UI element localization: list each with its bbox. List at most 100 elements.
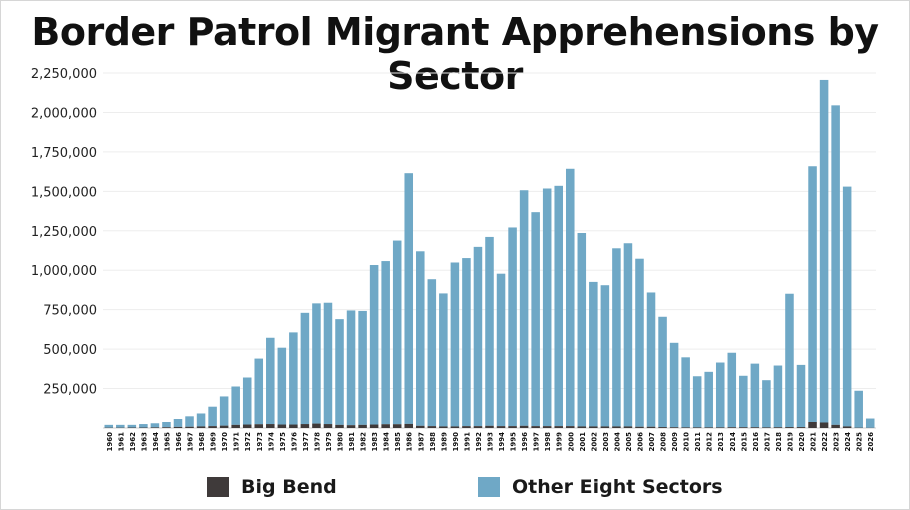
bar-other-eight-sectors (462, 258, 471, 427)
bar-other-eight-sectors (358, 310, 367, 425)
bar-big-bend (842, 426, 852, 428)
bar-big-bend (392, 424, 402, 428)
bar-other-eight-sectors (185, 416, 194, 427)
legend-swatch-other-eight-sectors (478, 477, 500, 497)
bar-other-eight-sectors (242, 377, 252, 425)
y-tick-label: 2,000,000 (31, 106, 97, 121)
bar-big-bend (819, 422, 829, 428)
legend-item-big-bend: Big Bend (207, 476, 337, 498)
bar-other-eight-sectors (231, 386, 240, 425)
bar-other-eight-sectors (589, 281, 598, 427)
bar-big-bend (150, 427, 160, 428)
bar-other-eight-sectors (704, 371, 713, 428)
bar-other-eight-sectors (508, 227, 517, 427)
x-tick-label: 2001 (579, 432, 587, 452)
bar-big-bend (508, 426, 517, 428)
x-tick-label: 1996 (521, 432, 529, 452)
x-tick-label: 1984 (383, 432, 391, 452)
bar-big-bend (404, 423, 414, 428)
x-tick-label: 1965 (163, 432, 171, 452)
legend-label-big-bend: Big Bend (241, 476, 337, 498)
bar-big-bend (612, 426, 621, 428)
bar-big-bend (289, 424, 298, 428)
bar-big-bend (473, 426, 483, 428)
x-tick-label: 2002 (590, 432, 598, 452)
bar-big-bend (635, 426, 644, 428)
x-tick-label: 2019 (786, 432, 794, 452)
x-tick-label: 1970 (221, 432, 229, 452)
x-tick-label: 2014 (729, 432, 737, 452)
bar-other-eight-sectors (658, 316, 667, 428)
x-tick-label: 1999 (556, 432, 564, 452)
bar-big-bend (715, 427, 725, 428)
bar-other-eight-sectors (727, 352, 737, 428)
bar-other-eight-sectors (289, 332, 298, 425)
x-tick-label: 1978 (313, 432, 321, 452)
bar-big-bend (266, 424, 275, 428)
x-tick-label: 1971 (233, 432, 241, 452)
x-tick-label: 2005 (625, 432, 633, 452)
bar-big-bend (554, 426, 563, 428)
x-tick-label: 1986 (406, 432, 414, 452)
bar-other-eight-sectors (369, 265, 379, 425)
bar-big-bend (704, 427, 713, 428)
bar-big-bend (646, 426, 656, 428)
bar-other-eight-sectors (427, 279, 437, 427)
bar-big-bend (623, 426, 633, 428)
bar-other-eight-sectors (577, 232, 587, 427)
bars (104, 79, 875, 428)
x-tick-label: 1972 (244, 432, 252, 452)
x-tick-label: 2026 (867, 432, 875, 452)
x-tick-label: 2011 (694, 432, 702, 452)
x-tick-label: 1982 (360, 432, 368, 452)
x-tick-label: 2018 (775, 432, 783, 452)
x-tick-label: 1992 (475, 432, 483, 452)
x-tick-label: 1983 (371, 432, 379, 452)
x-tick-label: 1964 (152, 432, 160, 452)
y-tick-label: 500,000 (43, 343, 97, 358)
bar-other-eight-sectors (739, 375, 748, 428)
bar-other-eight-sectors (750, 363, 760, 428)
bar-other-eight-sectors (150, 423, 160, 428)
bar-other-eight-sectors (808, 166, 817, 423)
bar-other-eight-sectors (404, 173, 414, 424)
x-tick-label: 2022 (821, 432, 829, 452)
x-tick-label: 2004 (613, 432, 621, 452)
bar-other-eight-sectors (104, 424, 114, 428)
x-tick-label: 1968 (198, 432, 206, 452)
x-tick-label: 2015 (740, 432, 748, 452)
legend-swatch-big-bend (207, 477, 229, 497)
bar-big-bend (208, 426, 217, 428)
bar-other-eight-sectors (842, 186, 852, 427)
bar-big-bend (416, 425, 425, 428)
bar-other-eight-sectors (416, 251, 425, 426)
bar-other-eight-sectors (254, 358, 264, 425)
bar-big-bend (542, 426, 552, 428)
x-tick-label: 2021 (810, 432, 818, 452)
bar-other-eight-sectors (127, 424, 137, 428)
bar-other-eight-sectors (623, 243, 633, 427)
x-tick-label: 2009 (671, 432, 679, 452)
bar-other-eight-sectors (266, 337, 275, 425)
x-tick-label: 2010 (683, 432, 691, 452)
bar-big-bend (462, 426, 471, 428)
bar-other-eight-sectors (485, 236, 494, 426)
x-tick-label: 2003 (602, 432, 610, 452)
bar-big-bend (219, 425, 229, 428)
bar-big-bend (785, 427, 794, 428)
bar-other-eight-sectors (612, 248, 621, 427)
x-tick-label: 1990 (452, 432, 460, 452)
bar-big-bend (381, 424, 390, 428)
bar-big-bend (185, 426, 194, 428)
bar-big-bend (496, 426, 506, 428)
x-tick-label: 1973 (256, 432, 264, 452)
x-tick-label: 2017 (763, 432, 771, 452)
bar-other-eight-sectors (300, 312, 310, 425)
x-tick-label: 1980 (337, 432, 345, 452)
bar-big-bend (531, 426, 540, 428)
bar-big-bend (254, 424, 264, 428)
bar-big-bend (727, 427, 737, 428)
bar-big-bend (162, 427, 171, 428)
bar-other-eight-sectors (669, 342, 679, 428)
x-tick-label: 1974 (267, 432, 275, 452)
